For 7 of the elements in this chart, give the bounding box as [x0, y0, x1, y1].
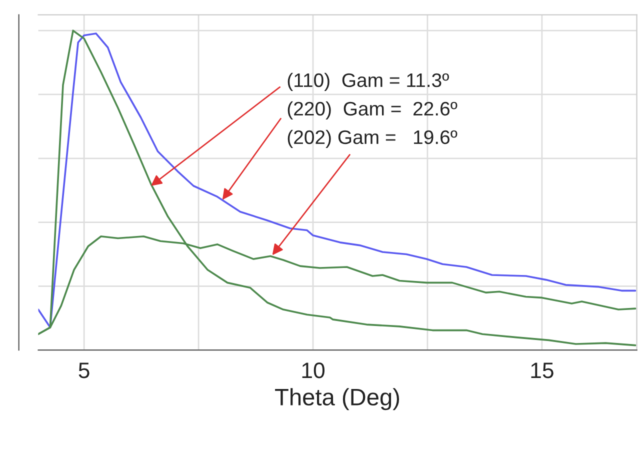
annotation: (110) Gam = 11.3º [288, 72, 449, 91]
x-tick-label: 15 [531, 362, 554, 378]
annotation: (202) Gam = 19.6º [288, 130, 458, 148]
annotation: (220) Gam = 22.6º [288, 101, 458, 120]
x-tick-label: 10 [302, 362, 324, 378]
x-tick-label: 5 [78, 362, 90, 378]
x-axis-title: Theta (Deg) [275, 388, 400, 410]
